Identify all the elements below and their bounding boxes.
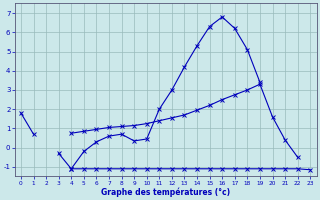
X-axis label: Graphe des températures (°c): Graphe des températures (°c) bbox=[101, 187, 230, 197]
